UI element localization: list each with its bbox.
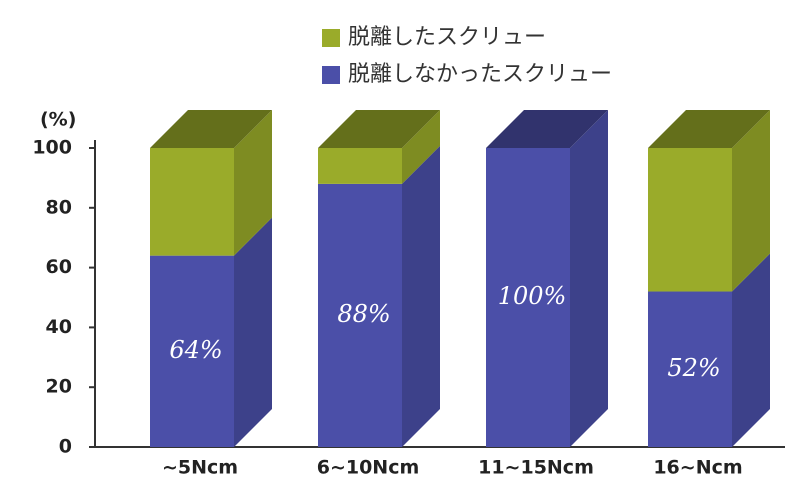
bar-segment bbox=[150, 255, 234, 447]
bar-segment bbox=[486, 148, 570, 447]
bar-side bbox=[234, 110, 272, 256]
legend-label: 脱離しなかったスクリュー bbox=[348, 62, 612, 87]
value-label: 100% bbox=[498, 282, 567, 310]
y-axis-label: (%) bbox=[40, 109, 76, 131]
value-label: 64% bbox=[169, 336, 222, 364]
legend-swatch bbox=[322, 66, 340, 84]
bar-side bbox=[732, 253, 770, 447]
x-tick-label: 6~10Ncm bbox=[317, 457, 420, 479]
bar-top bbox=[648, 110, 770, 148]
y-tick-label: 40 bbox=[46, 316, 72, 338]
x-tick-label: 11~15Ncm bbox=[478, 457, 594, 479]
bar-segment bbox=[150, 148, 234, 256]
legend-swatch bbox=[322, 29, 340, 47]
bar-segment bbox=[318, 148, 402, 184]
x-tick-label: 16~Ncm bbox=[653, 457, 742, 479]
x-tick-label: ~5Ncm bbox=[162, 457, 238, 479]
bar-segment bbox=[648, 148, 732, 292]
y-tick-label: 0 bbox=[59, 436, 72, 458]
bar-top bbox=[318, 110, 440, 148]
bar-segment bbox=[318, 183, 402, 447]
bar-top bbox=[150, 110, 272, 148]
y-tick-label: 80 bbox=[46, 196, 72, 218]
bar-side bbox=[402, 145, 440, 447]
value-label: 52% bbox=[667, 354, 720, 382]
y-tick-label: 100 bbox=[32, 137, 72, 159]
bar-segment bbox=[648, 291, 732, 447]
y-tick-label: 60 bbox=[46, 256, 72, 278]
bar-side bbox=[570, 110, 608, 447]
value-label: 88% bbox=[337, 300, 390, 328]
bar-side bbox=[234, 217, 272, 447]
y-tick-label: 20 bbox=[46, 376, 72, 398]
bar-side bbox=[402, 110, 440, 184]
bar-side bbox=[732, 110, 770, 292]
legend-label: 脱離したスクリュー bbox=[348, 25, 546, 50]
bar-top bbox=[486, 110, 608, 148]
